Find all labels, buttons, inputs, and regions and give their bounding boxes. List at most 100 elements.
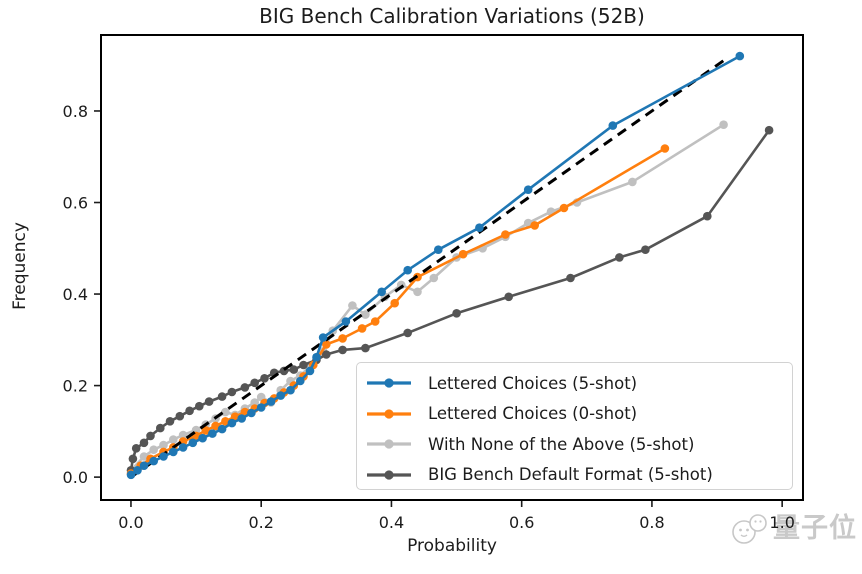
data-point [289,365,299,374]
data-point [230,412,240,422]
y-tick-label: 0.4 [63,285,88,304]
data-point [139,461,149,471]
data-point [735,51,745,61]
legend-item-lettered-5shot: Lettered Choices (5-shot) [366,368,792,399]
data-point [318,333,328,342]
data-point [221,417,230,426]
data-point [764,125,774,135]
data-point [608,121,618,130]
data-point [719,120,728,129]
data-point [139,438,149,448]
data-point [322,350,331,359]
legend-item-lettered-0shot: Lettered Choices (0-shot) [366,399,792,430]
data-point [429,273,439,283]
data-point [156,423,165,433]
data-point [169,435,178,444]
data-point [204,397,214,406]
data-point [361,343,370,353]
x-tick-label: 0.8 [639,513,664,532]
data-point [211,421,220,431]
x-tick-label: 0.4 [379,513,404,532]
data-point [559,203,569,213]
data-point [322,340,331,349]
data-point [615,253,624,262]
data-point [377,287,387,297]
data-point [296,376,305,386]
data-point [260,374,269,383]
data-point [413,287,422,297]
watermark: 量子位 [729,509,857,549]
data-point [175,411,185,421]
data-point [227,418,237,428]
data-point [185,406,194,416]
data-point [250,398,259,407]
data-point [159,452,168,461]
data-point [208,429,217,438]
x-tick-label: 0.0 [118,513,143,532]
x-tick-label: 1.0 [769,513,794,532]
legend-marker-icon [367,409,411,419]
data-point [149,456,158,466]
data-point [370,317,380,326]
data-point [530,221,539,230]
data-point [341,317,351,326]
data-point [286,385,295,395]
legend-marker-icon [367,439,411,449]
reference-diagonal-line [130,59,725,479]
plot-border [100,34,804,501]
data-point [566,273,575,283]
data-point [131,444,141,453]
qbitai-logo-icon [732,514,767,544]
data-point [338,345,347,355]
data-point [256,403,266,412]
data-point [198,433,207,443]
y-tick-label: 0.2 [63,377,88,396]
data-point [276,391,286,400]
data-point [434,245,443,254]
data-point [247,408,256,418]
data-point [266,397,276,406]
data-point [159,440,168,450]
legend: Lettered Choices (5-shot) Lettered Choic… [356,362,793,490]
legend-item-none-of-above: With None of the Above (5-shot) [366,429,792,460]
legend-marker-icon [367,378,411,388]
x-axis-label: Probability [407,536,497,556]
watermark-text: 量子位 [773,513,857,544]
data-point [660,144,670,153]
y-tick-label: 0.6 [63,194,88,213]
legend-marker-icon [367,470,411,480]
chart-title: BIG Bench Calibration Variations (52B) [259,4,645,28]
x-tick-label: 0.2 [248,513,273,532]
data-point [348,301,357,310]
legend-label: With None of the Above (5-shot) [428,434,695,454]
data-point [357,324,367,333]
y-tick-label: 0.8 [63,102,88,121]
data-point [217,392,227,401]
data-point [703,211,712,221]
data-point [133,466,142,475]
data-point [126,470,136,480]
data-point [165,417,175,426]
data-point [312,352,321,362]
data-point [201,426,211,435]
data-point [139,452,149,461]
data-point [149,445,158,455]
data-point [305,366,315,376]
data-point [361,310,370,319]
data-point [458,249,468,259]
data-point [390,298,400,308]
data-point [217,424,227,434]
data-point [227,387,237,397]
data-point [504,292,513,302]
y-tick-label: 0.0 [63,468,88,487]
data-point [240,383,250,392]
data-point [523,185,533,194]
data-point [641,245,650,254]
legend-label: Lettered Choices (0-shot) [428,404,638,424]
legend-item-default-format: BIG Bench Default Format (5-shot) [366,460,792,491]
legend-label: BIG Bench Default Format (5-shot) [428,465,713,485]
data-point [299,360,308,370]
y-axis-label: Frequency [10,222,30,310]
